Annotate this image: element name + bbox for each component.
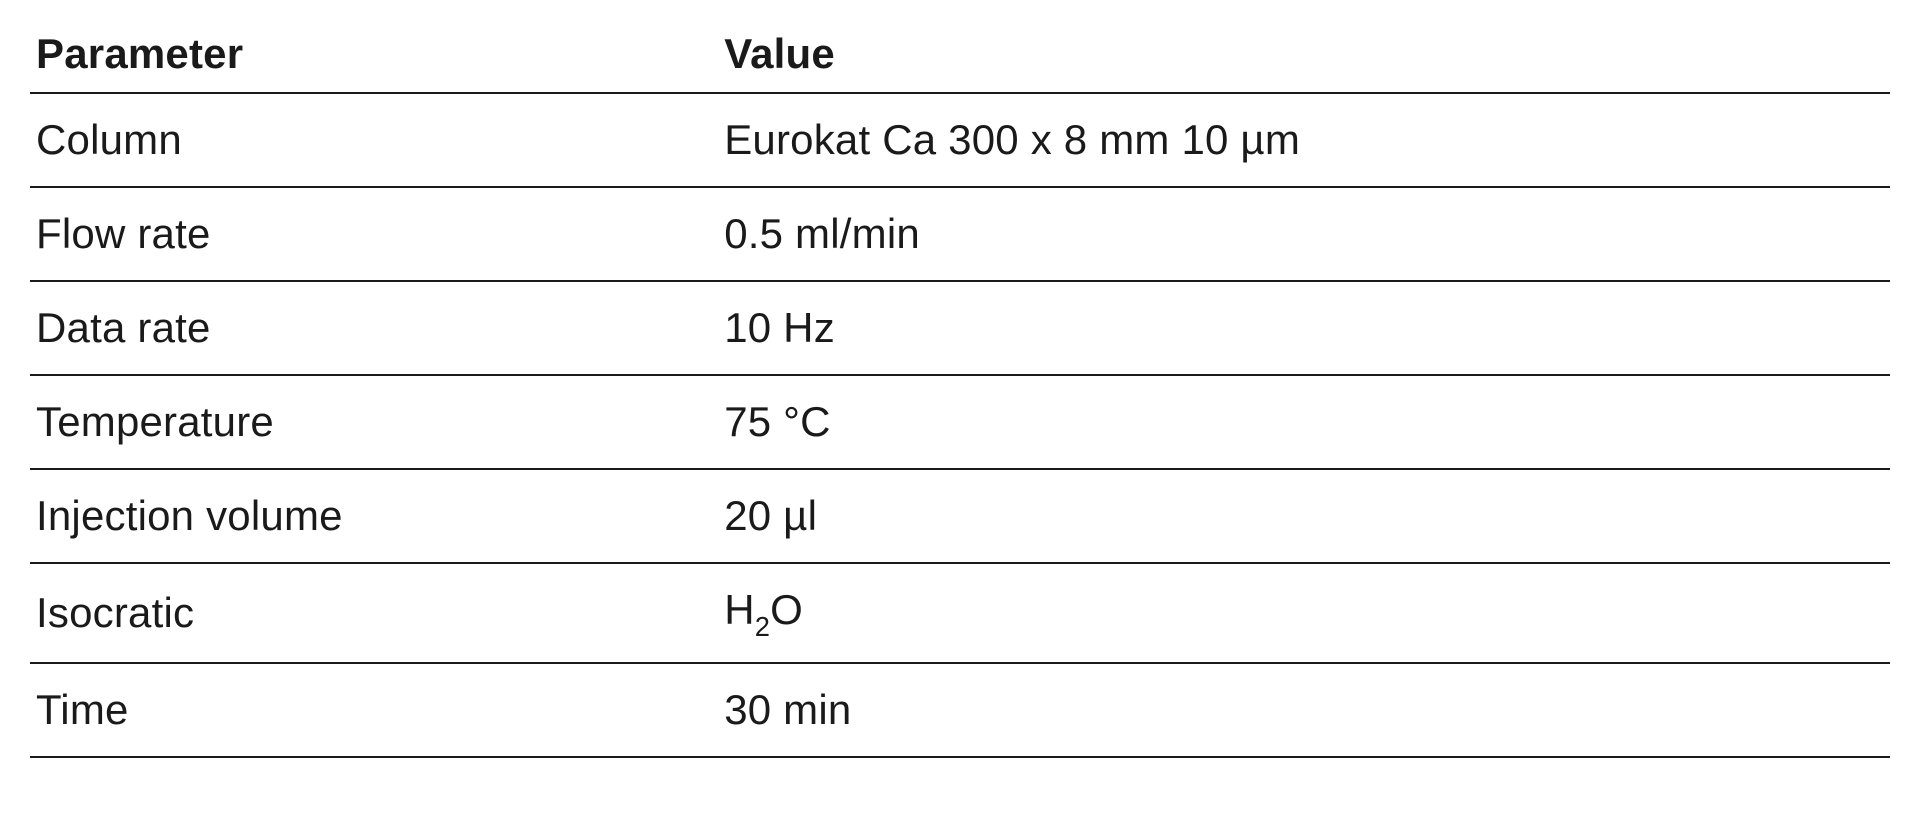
cell-parameter: Column	[30, 93, 718, 187]
cell-parameter: Isocratic	[30, 563, 718, 663]
cell-value: 0.5 ml/min	[718, 187, 1890, 281]
header-parameter: Parameter	[30, 20, 718, 93]
cell-parameter: Temperature	[30, 375, 718, 469]
cell-parameter: Injection volume	[30, 469, 718, 563]
parameters-table: Parameter Value Column Eurokat Ca 300 x …	[30, 20, 1890, 758]
cell-parameter: Flow rate	[30, 187, 718, 281]
table-row: Flow rate 0.5 ml/min	[30, 187, 1890, 281]
table-row: Temperature 75 °C	[30, 375, 1890, 469]
cell-value: 75 °C	[718, 375, 1890, 469]
table-row: Column Eurokat Ca 300 x 8 mm 10 µm	[30, 93, 1890, 187]
table-header-row: Parameter Value	[30, 20, 1890, 93]
cell-parameter: Data rate	[30, 281, 718, 375]
cell-value: Eurokat Ca 300 x 8 mm 10 µm	[718, 93, 1890, 187]
table-row: Data rate 10 Hz	[30, 281, 1890, 375]
cell-value: 30 min	[718, 663, 1890, 757]
cell-value: 20 µl	[718, 469, 1890, 563]
header-value: Value	[718, 20, 1890, 93]
table-row: Time 30 min	[30, 663, 1890, 757]
cell-value: H2O	[718, 563, 1890, 663]
table-row: Isocratic H2O	[30, 563, 1890, 663]
table-row: Injection volume 20 µl	[30, 469, 1890, 563]
cell-parameter: Time	[30, 663, 718, 757]
cell-value: 10 Hz	[718, 281, 1890, 375]
